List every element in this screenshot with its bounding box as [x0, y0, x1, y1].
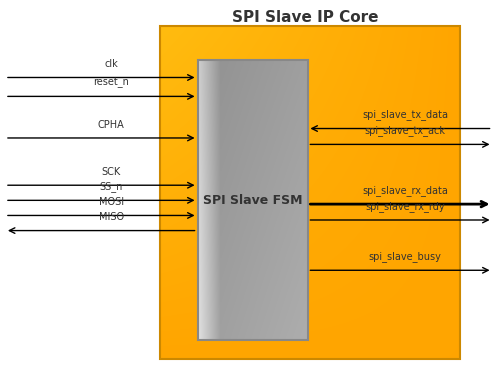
Text: clk: clk — [104, 59, 118, 69]
Text: reset_n: reset_n — [94, 77, 129, 88]
Text: spi_slave_tx_ack: spi_slave_tx_ack — [364, 125, 446, 136]
Text: spi_slave_tx_data: spi_slave_tx_data — [362, 109, 448, 120]
Text: CPHA: CPHA — [98, 120, 124, 130]
Text: MOSI: MOSI — [98, 197, 124, 207]
Text: SPI Slave IP Core: SPI Slave IP Core — [232, 9, 378, 25]
Text: spi_slave_busy: spi_slave_busy — [368, 251, 442, 262]
Text: MISO: MISO — [98, 212, 124, 222]
Text: spi_slave_rx_data: spi_slave_rx_data — [362, 185, 448, 196]
Text: SPI Slave FSM: SPI Slave FSM — [203, 194, 302, 207]
Text: SS_n: SS_n — [100, 181, 123, 192]
Text: spi_slave_rx_rdy: spi_slave_rx_rdy — [365, 201, 445, 212]
Text: SCK: SCK — [102, 167, 121, 177]
